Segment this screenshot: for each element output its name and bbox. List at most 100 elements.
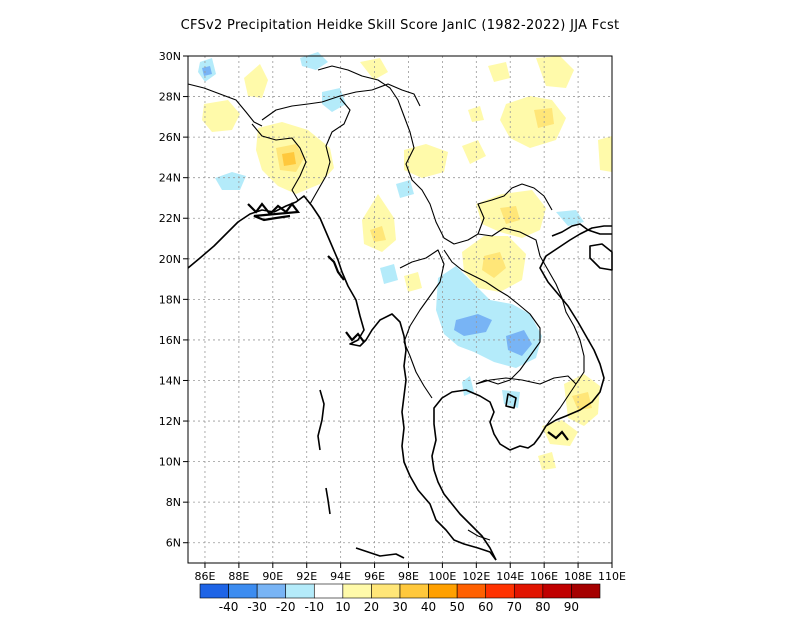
skill-patch — [300, 52, 328, 70]
longitude-axis: 86E 88E 90E 92E 94E 96E 98E 100E 102E 104E 106E 108… — [194, 563, 626, 583]
colorbar-swatch — [228, 583, 258, 599]
lon-tick-label: 108E — [564, 570, 592, 583]
lon-tick-label: 110E — [598, 570, 626, 583]
coastal-delta-marks — [247, 202, 569, 441]
lat-tick-label: 18N — [159, 293, 181, 306]
colorbar-swatch — [571, 583, 601, 599]
skill-patch — [322, 88, 346, 112]
skill-patch — [502, 390, 520, 408]
lat-tick-label: 22N — [159, 212, 181, 225]
colorbar-label: 60 — [478, 600, 493, 614]
colorbar-swatch — [542, 583, 572, 599]
colorbar-swatch — [513, 583, 544, 599]
colorbar-swatch — [428, 583, 458, 599]
border-cambodia-vietnam — [545, 383, 577, 427]
lat-tick-label: 16N — [159, 334, 181, 347]
border-cambodia — [475, 375, 577, 385]
skill-patch — [500, 206, 520, 224]
colorbar-label: 50 — [450, 600, 465, 614]
map-frame — [187, 55, 613, 564]
lat-tick-label: 26N — [159, 131, 181, 144]
border-laos-vietnam — [503, 227, 585, 385]
skill-patch — [462, 140, 486, 164]
skill-patch — [244, 64, 268, 98]
colorbar-swatch — [485, 583, 515, 599]
lat-tick-label: 20N — [159, 253, 181, 266]
border-myanmar-india — [309, 97, 351, 205]
colorbar-label: -40 — [219, 600, 239, 614]
latitude-axis: 30N 28N 26N 24N 22N 20N 18N 16N 14N 12N 10N 8N 6N — [159, 50, 188, 550]
island-nicobar — [325, 487, 331, 515]
border-upper — [371, 83, 421, 107]
lat-tick-label: 6N — [166, 537, 181, 550]
skill-patch — [215, 172, 246, 190]
colorbar-swatch — [256, 583, 287, 599]
lat-tick-label: 10N — [159, 456, 181, 469]
country-borders — [187, 65, 585, 541]
border-malaysia — [467, 529, 491, 541]
colorbar-swatch — [456, 583, 487, 599]
skill-patch — [468, 106, 484, 122]
border-nepal-india — [187, 83, 263, 127]
skill-patch — [538, 452, 556, 470]
delta-mekong — [547, 430, 569, 441]
island-tip — [505, 393, 517, 409]
skill-patch — [202, 100, 240, 132]
colorbar-labels: -40 -30 -20 -10 10 20 30 40 50 60 70 80 90 — [219, 600, 579, 614]
colorbar-swatch — [199, 583, 229, 599]
skill-patch — [396, 180, 414, 198]
colorbar-swatch — [313, 583, 344, 599]
coastline-bay-of-bengal — [187, 195, 497, 561]
lat-tick-label: 12N — [159, 415, 181, 428]
colorbar-label: 90 — [564, 600, 579, 614]
lat-tick-label: 30N — [159, 50, 181, 63]
coastline-gulf-of-thailand — [431, 225, 612, 561]
skill-patch — [462, 376, 474, 396]
colorbar-label: 10 — [335, 600, 350, 614]
coastlines — [187, 195, 613, 561]
lon-tick-label: 98E — [398, 570, 419, 583]
skill-patch — [370, 226, 386, 242]
skill-patch — [404, 272, 422, 292]
colorbar-swatch — [342, 583, 372, 599]
colorbar — [199, 583, 601, 599]
lon-tick-label: 92E — [296, 570, 317, 583]
lon-tick-label: 104E — [496, 570, 524, 583]
lon-tick-label: 86E — [194, 570, 215, 583]
skill-patch — [454, 314, 492, 336]
lon-tick-label: 90E — [262, 570, 283, 583]
island-hainan — [589, 243, 613, 271]
lat-tick-label: 14N — [159, 374, 181, 387]
skill-patch — [506, 330, 532, 356]
skill-patch — [380, 264, 398, 284]
skill-patch — [598, 136, 612, 172]
colorbar-swatch — [285, 583, 315, 599]
colorbar-label: 80 — [535, 600, 550, 614]
lat-lon-grid — [188, 55, 613, 563]
lon-tick-label: 94E — [330, 570, 351, 583]
skill-patch — [360, 58, 388, 80]
lon-tick-label: 88E — [228, 570, 249, 583]
border-india-bangladesh — [251, 123, 307, 201]
lon-tick-label: 102E — [462, 570, 490, 583]
skill-patch — [536, 56, 574, 88]
skill-patches — [198, 52, 612, 470]
chart-title: CFSv2 Precipitation Heidke Skill Score J… — [180, 18, 620, 33]
colorbar-label: 30 — [392, 600, 407, 614]
lat-tick-label: 28N — [159, 91, 181, 104]
colorbar-label: 70 — [507, 600, 522, 614]
border-myanmar-thailand — [399, 249, 445, 399]
skill-patch — [488, 62, 510, 82]
colorbar-label: -10 — [304, 600, 324, 614]
skill-patch — [404, 144, 448, 178]
delta-ganges — [247, 202, 301, 222]
colorbar-swatch — [371, 583, 401, 599]
border-china-laos — [477, 227, 505, 237]
delta-irrawaddy — [345, 331, 365, 343]
border-china-myanmar — [317, 65, 553, 245]
skill-patch — [362, 194, 396, 252]
island-sumatra — [355, 547, 405, 559]
skill-patch — [202, 66, 212, 76]
lon-tick-label: 96E — [364, 570, 385, 583]
